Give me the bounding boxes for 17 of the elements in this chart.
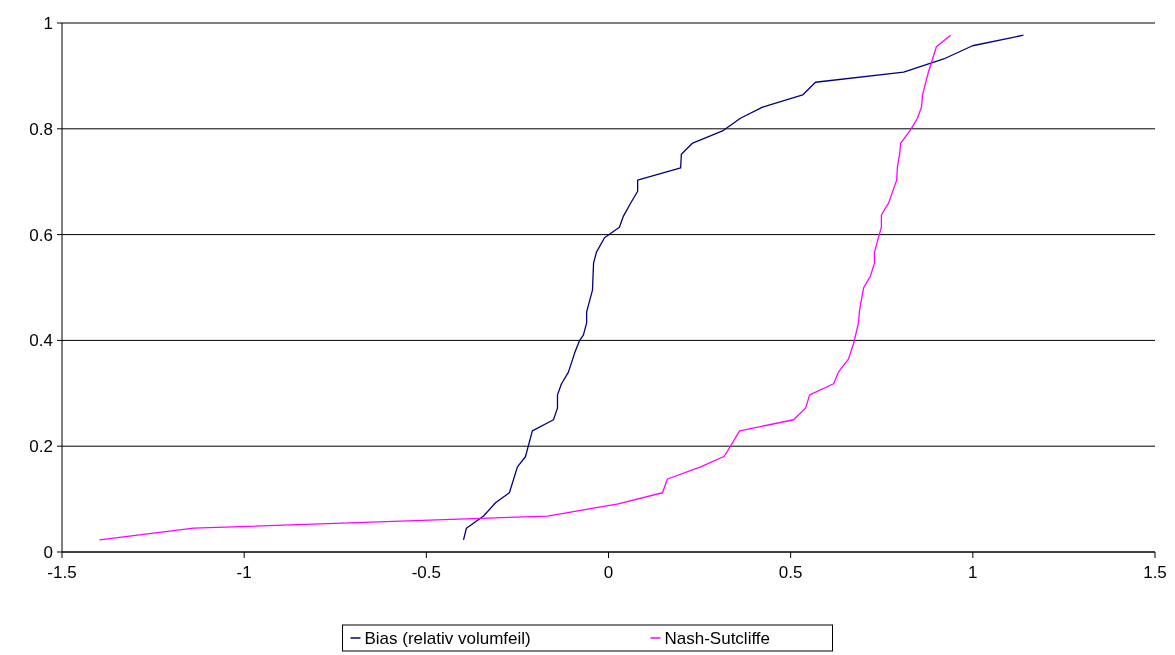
y-tick-label: 0.4 (29, 331, 53, 351)
legend-label: Nash-Sutcliffe (664, 628, 771, 648)
line-series (98, 34, 952, 541)
x-tick-label: -0.5 (411, 563, 441, 582)
y-tick-label: 0.6 (29, 225, 53, 245)
x-tick-label: -1.5 (47, 563, 77, 582)
y-tick-label: 1 (43, 13, 53, 33)
y-tick-label: 0.8 (29, 119, 53, 139)
x-tick-label: 0.5 (778, 563, 803, 582)
x-tick-label: 1.5 (1143, 563, 1167, 582)
x-tick-label: 0 (603, 563, 614, 582)
y-tick-label: 0.2 (29, 437, 53, 457)
line-series (462, 34, 1025, 541)
legend-label: Bias (relativ volumfeil) (364, 628, 531, 648)
x-tick-label: 1 (968, 563, 978, 582)
x-tick-label: -1 (236, 563, 252, 582)
y-tick-label: 0 (43, 542, 53, 562)
